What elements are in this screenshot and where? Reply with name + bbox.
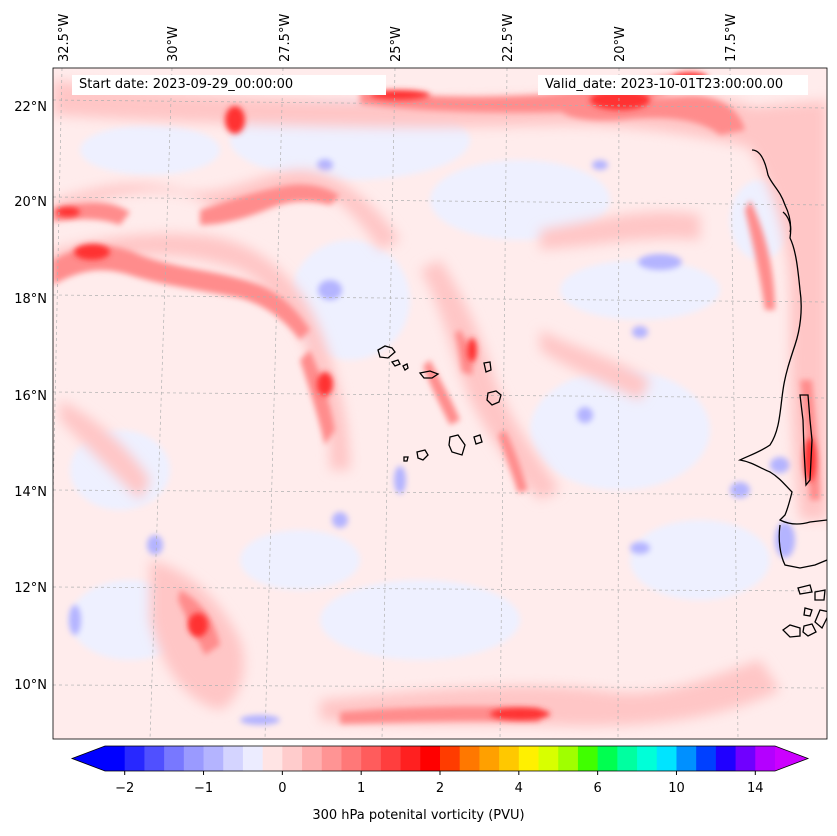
- colorbar-segment: [203, 746, 224, 771]
- map-frame: [52, 67, 828, 740]
- lon-label: 27.5°W: [278, 14, 293, 62]
- lat-label: 14°N: [14, 485, 47, 500]
- colorbar-tick-label: 1: [357, 781, 365, 796]
- colorbar-segment: [302, 746, 323, 771]
- colorbar-segment: [124, 746, 146, 771]
- colorbar-segment: [637, 746, 658, 771]
- colorbar-under-arrow: [72, 746, 105, 771]
- pv-high-bands: [53, 75, 820, 724]
- lon-label: 22.5°W: [501, 14, 516, 62]
- colorbar-tick-label: −2: [115, 781, 134, 796]
- lon-labels: 32.5°W 30°W 27.5°W 25°W 22.5°W 20°W 17.5…: [57, 14, 739, 62]
- colorbar-segment: [577, 746, 599, 771]
- colorbar-segment: [755, 746, 776, 771]
- colorbar-segment: [538, 746, 559, 771]
- colorbar-segment: [164, 746, 185, 771]
- pv-field: [53, 68, 827, 739]
- colorbar-segment: [321, 746, 343, 771]
- colorbar-tick-label: 4: [515, 781, 523, 796]
- lon-label: 25°W: [389, 26, 404, 62]
- colorbar-segment: [617, 746, 638, 771]
- colorbar-tick-label: 0: [278, 781, 286, 796]
- lon-label: 17.5°W: [724, 14, 739, 62]
- lat-labels: 22°N 20°N 18°N 16°N 14°N 12°N 10°N: [14, 100, 47, 693]
- lat-label: 18°N: [14, 292, 47, 307]
- colorbar-segment: [735, 746, 756, 771]
- pv-map: 32.5°W 30°W 27.5°W 25°W 22.5°W 20°W 17.5…: [14, 14, 828, 740]
- colorbar-segment: [380, 746, 402, 771]
- graticule: [53, 68, 827, 739]
- colorbar-title: 300 hPa potenital vorticity (PVU): [312, 808, 525, 823]
- colorbar-tick-label: 14: [747, 781, 764, 796]
- colorbar-segment: [499, 746, 520, 771]
- colorbar-segment: [361, 746, 382, 771]
- colorbar-over-arrow: [775, 746, 808, 771]
- colorbar-segment: [341, 746, 362, 771]
- colorbar-outline: [70, 745, 810, 772]
- colorbar-segment: [558, 746, 579, 771]
- lon-label: 30°W: [166, 26, 181, 62]
- colorbar-segment: [420, 746, 441, 771]
- lat-label: 10°N: [14, 678, 47, 693]
- lon-label: 20°W: [613, 26, 628, 62]
- colorbar-tick-label: 2: [436, 781, 444, 796]
- lat-label: 20°N: [14, 195, 47, 210]
- colorbar-segment: [696, 746, 717, 771]
- colorbar-tick-label: 6: [594, 781, 602, 796]
- colorbar-segment: [183, 746, 205, 771]
- colorbar-segment: [440, 746, 461, 771]
- colorbar-segment: [282, 746, 303, 771]
- colorbar-segment: [597, 746, 618, 771]
- colorbar-segment: [223, 746, 244, 771]
- colorbar-tick-label: 10: [668, 781, 685, 796]
- colorbar-tick-label: −1: [194, 781, 213, 796]
- colorbar-segments: [105, 746, 776, 771]
- lat-label: 12°N: [14, 581, 47, 596]
- colorbar-segment: [242, 746, 264, 771]
- colorbar-segment: [105, 746, 126, 771]
- start-date-label: Start date: 2023-09-29_00:00:00: [72, 75, 386, 95]
- lon-label: 32.5°W: [57, 14, 72, 62]
- colorbar-segment: [715, 746, 737, 771]
- colorbar-segment: [262, 746, 283, 771]
- colorbar-segment: [518, 746, 540, 771]
- colorbar-segment: [144, 746, 165, 771]
- colorbar-ticks: −2 −1 0 1 2 4 6 10 14: [115, 771, 764, 796]
- colorbar-segment: [459, 746, 481, 771]
- lat-label: 22°N: [14, 100, 47, 115]
- colorbar-segment: [656, 746, 678, 771]
- colorbar-segment: [400, 746, 421, 771]
- colorbar-segment: [676, 746, 697, 771]
- coastline: [377, 149, 827, 638]
- lat-label: 16°N: [14, 389, 47, 404]
- colorbar-segment: [479, 746, 500, 771]
- valid-date-label: Valid_date: 2023-10-01T23:00:00.00: [538, 75, 808, 95]
